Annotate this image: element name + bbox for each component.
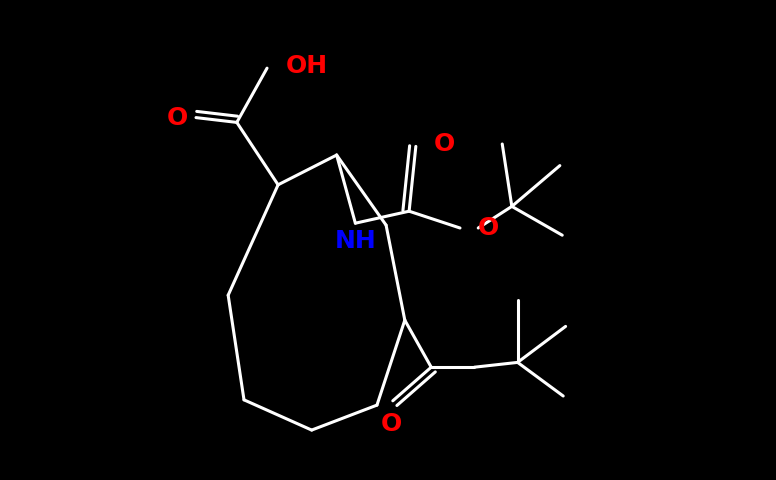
Text: O: O — [434, 132, 456, 156]
Text: O: O — [167, 106, 189, 130]
Text: O: O — [478, 216, 500, 240]
Text: OH: OH — [286, 54, 328, 78]
Text: O: O — [381, 412, 402, 436]
Text: NH: NH — [334, 229, 376, 253]
